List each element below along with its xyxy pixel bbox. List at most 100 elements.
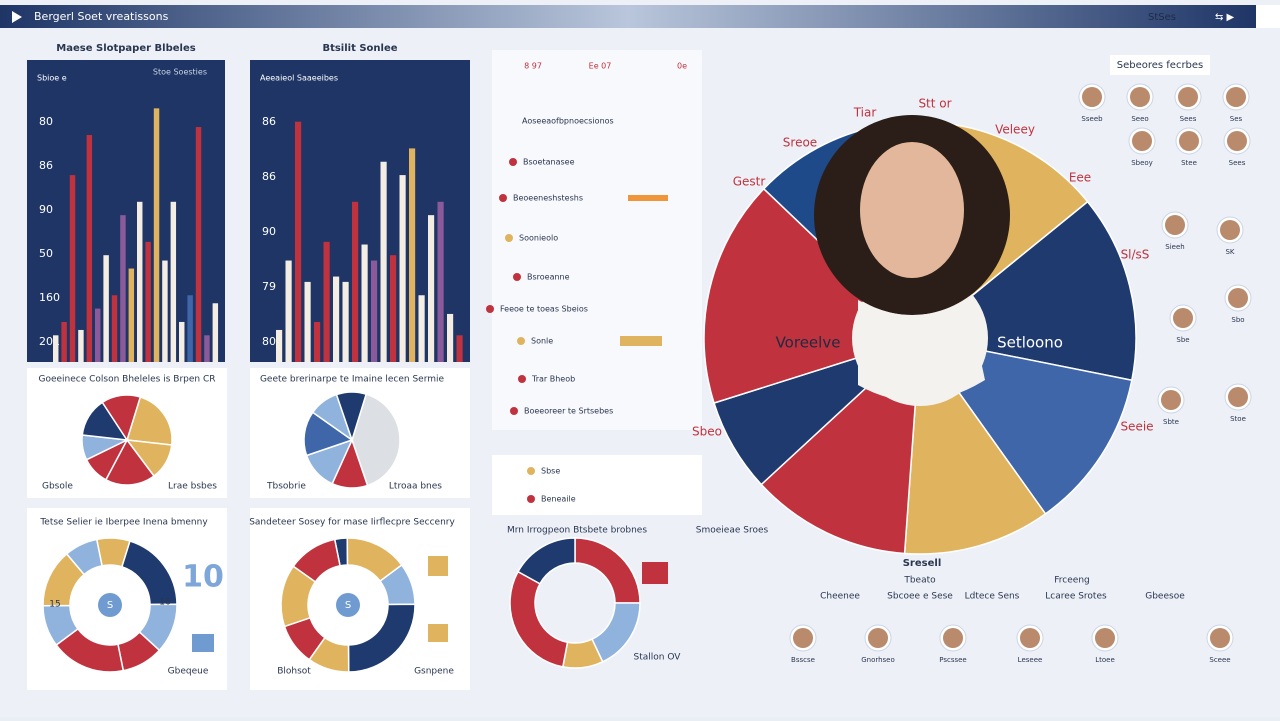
avatar-photo: [1178, 87, 1198, 107]
bar: [86, 135, 93, 362]
label: 15: [49, 600, 60, 610]
list-dot: [505, 234, 513, 242]
legend-label: Gbeqeue: [168, 667, 209, 677]
bar: [78, 329, 84, 362]
bar: [204, 335, 210, 362]
axis-label: 160: [39, 291, 60, 304]
list-dot: [527, 467, 535, 475]
bar: [61, 321, 67, 362]
avatar-photo: [1020, 628, 1040, 648]
center-label: S: [345, 600, 351, 611]
avatar-name: Ses: [1230, 115, 1243, 123]
rim-label: Sreoe: [783, 136, 817, 150]
avatar-photo: [793, 628, 813, 648]
bar: [304, 281, 311, 362]
avatar-name: Sees: [1229, 159, 1246, 167]
pie-slice: [351, 393, 401, 487]
list-dot: [509, 158, 517, 166]
avatar-photo: [1179, 131, 1199, 151]
rim-label: Stt or: [918, 97, 951, 111]
badge: [642, 562, 668, 584]
avatar-photo: [1161, 390, 1181, 410]
bar: [137, 201, 143, 362]
rim-label: Sl/sS: [1121, 248, 1150, 262]
avatar-name: Seeo: [1131, 115, 1148, 123]
plot-area: [250, 60, 470, 362]
axis-label: 80: [39, 115, 53, 128]
avatar-name: Stee: [1181, 159, 1197, 167]
top-bar-end: [1256, 5, 1280, 28]
plot-area: [27, 60, 225, 362]
avatar-name: Stoe: [1230, 415, 1246, 423]
label: Tbeato: [903, 576, 936, 586]
bar: [314, 321, 321, 362]
avatar-photo: [1130, 87, 1150, 107]
chart-label: Sbioe e: [37, 74, 67, 83]
avatar-photo: [943, 628, 963, 648]
list-item: Bsroeanne: [527, 273, 570, 282]
rim-label: Veleey: [995, 123, 1035, 137]
panel-title: Tetse Selier ie Iberpee Inena bmenny: [39, 518, 208, 528]
bar: [380, 161, 387, 362]
bar: [170, 201, 177, 362]
pie-slice: [104, 438, 156, 486]
list-dot: [510, 407, 518, 415]
avatar-name: Sbe: [1176, 336, 1189, 344]
avatar-photo: [1227, 131, 1247, 151]
app-title: Bergerl Soet vreatissons: [34, 10, 169, 23]
chart-label: Aeeaieol Saaeeibes: [260, 74, 338, 83]
pie-label: Setloono: [997, 334, 1063, 352]
avatar-name: Gnorhseo: [861, 656, 895, 664]
chart-label: Stoe Soesties: [153, 68, 207, 77]
photo-face: [860, 142, 964, 278]
donut-segment: [65, 538, 103, 576]
list-item: Sonle: [531, 337, 553, 346]
bar: [120, 215, 126, 362]
avatar-photo: [868, 628, 888, 648]
bar: [437, 201, 444, 362]
avatar-photo: [1228, 288, 1248, 308]
avatar-photo: [1082, 87, 1102, 107]
legend-label: Blohsot: [277, 667, 311, 677]
bar: [323, 241, 330, 362]
legend-label: Ltroaa bnes: [389, 482, 442, 492]
list-dot: [517, 337, 525, 345]
pie-slice: [126, 396, 173, 446]
bar: [212, 303, 219, 362]
avatar-name: Bsscse: [791, 656, 815, 664]
avatar-photo: [1228, 387, 1248, 407]
avatar-name: Sbo: [1231, 316, 1244, 324]
list-top: 8 97: [524, 62, 542, 71]
bar: [390, 255, 397, 362]
center-badge: [336, 593, 360, 617]
legend-label: Lrae bsbes: [168, 482, 217, 492]
bar: [418, 295, 425, 362]
rim-label: Tiar: [853, 106, 877, 120]
menu-icon[interactable]: ⇆ ▶: [1215, 12, 1235, 23]
play-icon[interactable]: [12, 11, 22, 23]
panel-title: Btsilit Sonlee: [322, 43, 397, 54]
bar: [195, 127, 202, 362]
badge: [192, 634, 214, 652]
card: [1110, 55, 1210, 75]
panel-title: Goeeinece Colson Bheleles is Brpen CR: [38, 375, 215, 385]
legend-label: Gsnpene: [414, 667, 454, 677]
badge: [428, 624, 448, 642]
badge: [428, 556, 448, 576]
panel-title: Geete brerinarpe te Imaine lecen Sermie: [260, 375, 445, 385]
list-dot: [527, 495, 535, 503]
panel-title: Sandeteer Sosey for mase Iirflecpre Secc…: [249, 518, 455, 528]
avatar-name: Sseeb: [1081, 115, 1103, 123]
bar: [153, 108, 160, 362]
avatar-photo: [1210, 628, 1230, 648]
avatar-photo: [1095, 628, 1115, 648]
pie-label: Sresell: [903, 558, 942, 569]
axis-label: 90: [262, 225, 276, 238]
photo-shirt: [858, 300, 985, 402]
label: 16: [159, 598, 171, 608]
rim-label: Sbeo: [692, 425, 722, 439]
legend-label: Tbsobrie: [266, 482, 306, 492]
pie-slice: [335, 391, 368, 443]
avatar-photo: [1165, 215, 1185, 235]
